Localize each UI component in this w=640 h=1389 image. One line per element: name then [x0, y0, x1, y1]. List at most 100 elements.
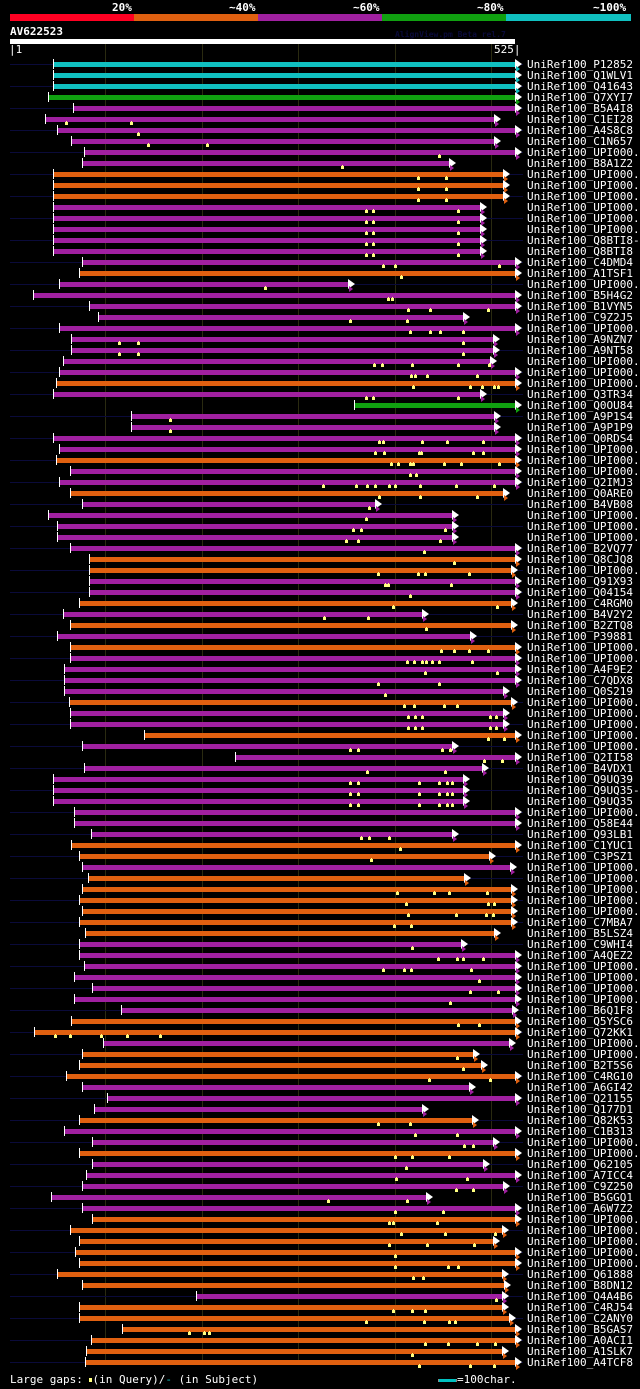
hit-segment[interactable]	[59, 370, 515, 375]
alignment-row[interactable]: UniRef100_UPI000..	[0, 201, 640, 215]
hit-label[interactable]: UniRef100_A0ACI1	[527, 1334, 633, 1347]
hit-label[interactable]: UniRef100_C4DMD4	[527, 256, 633, 269]
hit-label[interactable]: UniRef100_Q72KK1	[527, 1026, 633, 1039]
hit-label[interactable]: UniRef100_Q21155	[527, 1092, 633, 1105]
alignment-row[interactable]: UniRef100_B4VDX1	[0, 762, 640, 776]
alignment-row[interactable]: UniRef100_UPI000..	[0, 531, 640, 545]
alignment-row[interactable]: UniRef100_UPI000..	[0, 454, 640, 468]
alignment-row[interactable]: UniRef100_UPI000..	[0, 146, 640, 160]
hit-segment[interactable]	[79, 920, 511, 925]
alignment-row[interactable]: UniRef100_UPI000..	[0, 1224, 640, 1238]
alignment-row[interactable]: UniRef100_Q5YSC6	[0, 1015, 640, 1029]
hit-segment[interactable]	[53, 788, 463, 793]
hit-label[interactable]: UniRef100_C4RG10	[527, 1070, 633, 1083]
hit-segment[interactable]	[70, 722, 503, 727]
hit-label[interactable]: UniRef100_C1EI28	[527, 113, 633, 126]
alignment-row[interactable]: UniRef100_Q61888	[0, 1268, 640, 1282]
hit-label[interactable]: UniRef100_UPI000..	[527, 993, 640, 1006]
hit-label[interactable]: UniRef100_B4VB08	[527, 498, 633, 511]
hit-segment[interactable]	[79, 953, 515, 958]
alignment-row[interactable]: UniRef100_UPI000..	[0, 212, 640, 226]
hit-segment[interactable]	[48, 513, 452, 518]
hit-segment[interactable]	[59, 282, 348, 287]
alignment-row[interactable]: UniRef100_B2ZTQ8	[0, 619, 640, 633]
hit-label[interactable]: UniRef100_Q8BTI8	[527, 245, 633, 258]
alignment-row[interactable]: UniRef100_C4DMD4	[0, 256, 640, 270]
hit-label[interactable]: UniRef100_B6Q1F8	[527, 1004, 633, 1017]
hit-segment[interactable]	[64, 1129, 515, 1134]
hit-label[interactable]: UniRef100_Q62105	[527, 1158, 633, 1171]
hit-segment[interactable]	[92, 1140, 493, 1145]
alignment-row[interactable]: UniRef100_B5A4I8	[0, 102, 640, 116]
hit-segment[interactable]	[92, 1217, 515, 1222]
hit-segment[interactable]	[92, 986, 515, 991]
hit-label[interactable]: UniRef100_B2T5S6	[527, 1059, 633, 1072]
hit-label[interactable]: UniRef100_A9P1P9	[527, 421, 633, 434]
hit-segment[interactable]	[57, 535, 452, 540]
hit-label[interactable]: UniRef100_Q9UQ35-2	[527, 784, 640, 797]
alignment-row[interactable]: UniRef100_Q4A4B6	[0, 1290, 640, 1304]
hit-label[interactable]: UniRef100_UPI000..	[527, 564, 640, 577]
alignment-row[interactable]: UniRef100_A4QEZ2	[0, 949, 640, 963]
hit-segment[interactable]	[82, 1052, 473, 1057]
hit-label[interactable]: UniRef100_UPI000..	[527, 454, 640, 467]
hit-label[interactable]: UniRef100_UPI000..	[527, 1235, 640, 1248]
hit-segment[interactable]	[53, 799, 463, 804]
hit-segment[interactable]	[33, 293, 515, 298]
hit-segment[interactable]	[79, 1151, 515, 1156]
hit-label[interactable]: UniRef100_B5H4G2	[527, 289, 633, 302]
hit-label[interactable]: UniRef100_UPI000..	[527, 971, 640, 984]
hit-label[interactable]: UniRef100_UPI000..	[527, 905, 640, 918]
alignment-row[interactable]: UniRef100_Q9UQ35-2	[0, 784, 640, 798]
alignment-row[interactable]: UniRef100_Q8BTI8	[0, 245, 640, 259]
hit-label[interactable]: UniRef100_A4TCF8	[527, 1356, 633, 1369]
alignment-row[interactable]: UniRef100_UPI000..	[0, 322, 640, 336]
hit-label[interactable]: UniRef100_B8DN12	[527, 1279, 633, 1292]
alignment-row[interactable]: UniRef100_Q0ARE0	[0, 487, 640, 501]
alignment-row[interactable]: UniRef100_UPI000..	[0, 1037, 640, 1051]
hit-segment[interactable]	[89, 557, 515, 562]
alignment-row[interactable]: UniRef100_A4F9E2	[0, 663, 640, 677]
hit-label[interactable]: UniRef100_C9Z250	[527, 1180, 633, 1193]
hit-segment[interactable]	[79, 1239, 493, 1244]
hit-label[interactable]: UniRef100_A9NZN7	[527, 333, 633, 346]
hit-segment[interactable]	[70, 491, 503, 496]
hit-segment[interactable]	[71, 843, 515, 848]
hit-label[interactable]: UniRef100_UPI000..	[527, 1147, 640, 1160]
hit-label[interactable]: UniRef100_B5A4I8	[527, 102, 633, 115]
hit-segment[interactable]	[79, 854, 489, 859]
hit-segment[interactable]	[89, 568, 511, 573]
hit-label[interactable]: UniRef100_B5GAS7	[527, 1323, 633, 1336]
alignment-row[interactable]: UniRef100_Q82K53	[0, 1114, 640, 1128]
hit-label[interactable]: UniRef100_UPI000..	[527, 531, 640, 544]
alignment-row[interactable]: UniRef100_UPI000..	[0, 740, 640, 754]
alignment-row[interactable]: UniRef100_B5LSZ4	[0, 927, 640, 941]
hit-segment[interactable]	[53, 172, 503, 177]
alignment-row[interactable]: UniRef100_Q9UQ39	[0, 773, 640, 787]
hit-label[interactable]: UniRef100_UPI000..	[527, 443, 640, 456]
alignment-row[interactable]: UniRef100_Q2IMJ3	[0, 476, 640, 490]
hit-label[interactable]: UniRef100_UPI000..	[527, 718, 640, 731]
alignment-row[interactable]: UniRef100_Q72KK1	[0, 1026, 640, 1040]
hit-segment[interactable]	[84, 150, 515, 155]
hit-segment[interactable]	[66, 1074, 515, 1079]
alignment-row[interactable]: UniRef100_UPI000..	[0, 894, 640, 908]
alignment-row[interactable]: UniRef100_Q9UQ35	[0, 795, 640, 809]
hit-segment[interactable]	[79, 1261, 515, 1266]
hit-segment[interactable]	[59, 480, 515, 485]
alignment-row[interactable]: UniRef100_Q8BTI8-3	[0, 234, 640, 248]
hit-segment[interactable]	[70, 546, 515, 551]
hit-segment[interactable]	[70, 656, 515, 661]
alignment-row[interactable]: UniRef100_UPI000..	[0, 718, 640, 732]
alignment-row[interactable]: UniRef100_Q41643	[0, 80, 640, 94]
hit-label[interactable]: UniRef100_Q0OU84	[527, 399, 633, 412]
alignment-row[interactable]: UniRef100_Q7XYI7	[0, 91, 640, 105]
hit-segment[interactable]	[92, 1162, 483, 1167]
hit-label[interactable]: UniRef100_UPI000..	[527, 146, 640, 159]
hit-segment[interactable]	[107, 1096, 515, 1101]
hit-label[interactable]: UniRef100_P39881	[527, 630, 633, 643]
hit-segment[interactable]	[98, 315, 463, 320]
alignment-row[interactable]: UniRef100_UPI000..	[0, 1246, 640, 1260]
alignment-row[interactable]: UniRef100_UPI000..	[0, 806, 640, 820]
hit-label[interactable]: UniRef100_UPI000..	[527, 377, 640, 390]
